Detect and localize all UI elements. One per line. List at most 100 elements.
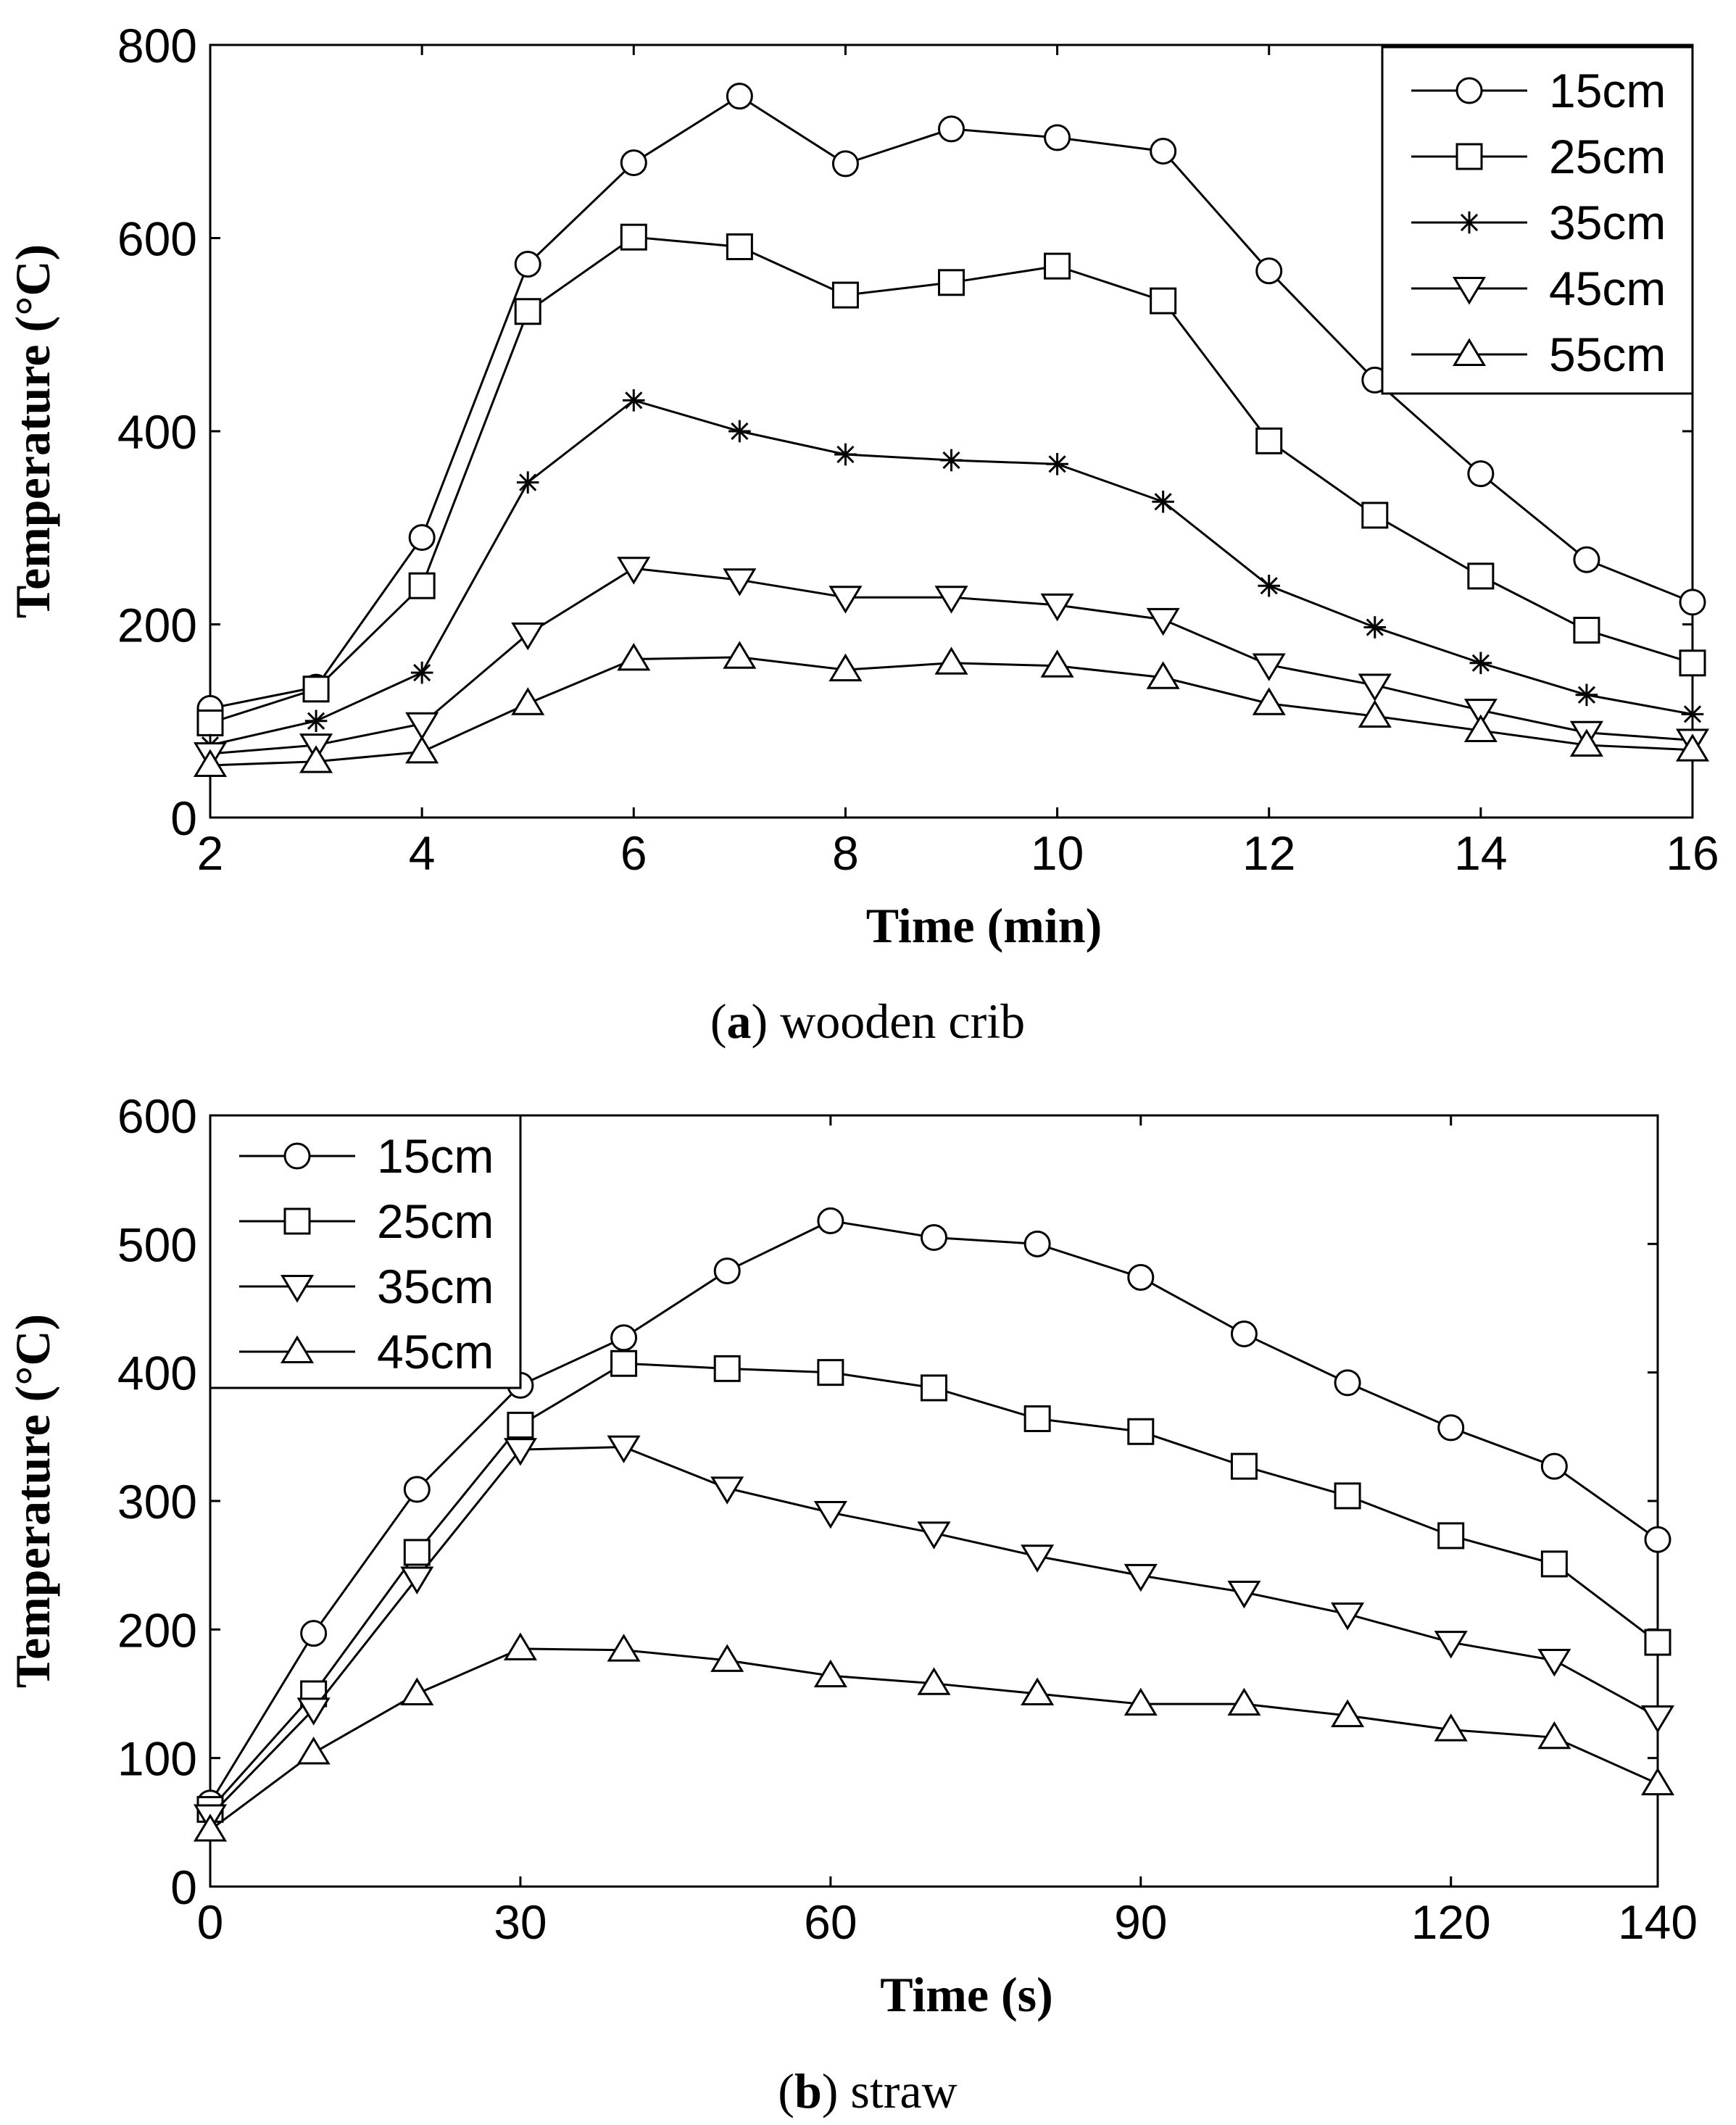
chart-a-y-tick-label: 400 <box>117 405 197 459</box>
chart-b-point-35cm <box>296 1697 331 1726</box>
caption-a-letter: a <box>726 994 751 1049</box>
chart-a-point-35cm-d2 <box>731 422 749 441</box>
chart-b-point-35cm <box>1331 1602 1365 1631</box>
chart-b-y-tick-label: 100 <box>117 1732 197 1786</box>
chart-a-series-25cm <box>196 223 1706 736</box>
chart-b-legend-label: 35cm <box>377 1260 494 1313</box>
chart-a-x-axis-label: Time (min) <box>866 898 1102 953</box>
chart-a-point-35cm-d2 <box>413 664 431 682</box>
chart-a-y-tick-label: 200 <box>117 599 197 652</box>
chart-b-point-15cm <box>713 1257 741 1285</box>
chart-a-legend-label: 25cm <box>1549 130 1666 183</box>
chart-b-point-35cm <box>1227 1580 1261 1609</box>
chart-b-legend-box <box>209 1114 522 1389</box>
chart-b-y-tick-label: 0 <box>170 1860 197 1914</box>
chart-a-point-35cm-d2 <box>1048 455 1066 473</box>
chart-b-point-35cm <box>607 1435 641 1463</box>
chart-a-legend-marker-45cm <box>1452 277 1487 305</box>
chart-a-point-35cm-d2 <box>1154 493 1172 511</box>
chart-a-point-45cm <box>405 712 439 741</box>
chart-a-point-35cm-d2 <box>625 391 643 409</box>
chart-a-point-45cm <box>934 586 968 614</box>
chart-b-point-45cm <box>1124 1687 1158 1716</box>
chart-a-point-35cm-d2 <box>942 451 960 470</box>
chart-a-legend-marker-25cm <box>1455 143 1483 170</box>
chart-b-point-45cm <box>296 1737 331 1765</box>
chart-a-point-35cm <box>1363 616 1387 639</box>
chart-b-point-45cm <box>1640 1767 1675 1796</box>
caption-b-text: straw <box>838 2063 957 2118</box>
chart-b-x-tick-label: 140 <box>1618 1895 1698 1949</box>
chart-a-point-15cm <box>1044 124 1071 151</box>
chart-a-point-35cm-d2 <box>1471 654 1490 672</box>
chart-b-series-15cm <box>196 1207 1671 1817</box>
chart-a-point-55cm <box>511 687 545 715</box>
chart-a-legend-label: 35cm <box>1549 196 1666 249</box>
chart-a-point-25cm <box>1573 616 1600 644</box>
chart-b-point-25cm <box>1023 1405 1051 1433</box>
chart-a-point-15cm <box>1679 589 1706 616</box>
chart-b-point-15cm <box>610 1324 638 1352</box>
chart-a-legend-label: 45cm <box>1549 262 1666 315</box>
chart-a-point-35cm <box>940 449 963 472</box>
chart-b-point-35cm <box>710 1476 744 1505</box>
chart-a-x-tick-label: 12 <box>1242 826 1295 880</box>
chart-a-point-45cm <box>511 622 545 651</box>
chart-b-point-35cm <box>917 1521 951 1550</box>
chart-a-point-15cm <box>1467 460 1495 488</box>
chart-b-point-45cm <box>710 1644 744 1672</box>
chart-b-legend-marker-35cm <box>280 1275 315 1303</box>
chart-a-point-45cm <box>1252 653 1286 681</box>
chart-a-point-25cm <box>514 298 541 325</box>
chart-a-point-35cm <box>1046 453 1068 475</box>
chart-a-legend-label: 15cm <box>1549 64 1666 117</box>
chart-a-point-15cm <box>620 149 647 177</box>
chart-a-point-25cm <box>408 572 436 599</box>
chart-b-point-25cm <box>1644 1629 1671 1656</box>
chart-b-legend-marker-45cm <box>280 1335 315 1363</box>
chart-b-point-45cm <box>1227 1687 1261 1716</box>
chart-b-point-45cm <box>1434 1713 1468 1742</box>
chart-b-point-25cm <box>1334 1482 1361 1510</box>
chart-a-point-25cm <box>831 281 859 309</box>
chart-b-x-tick-label: 30 <box>494 1895 547 1949</box>
chart-a-x-tick-label: 2 <box>197 826 224 880</box>
chart-a-y-tick-label: 800 <box>117 19 197 72</box>
chart-a-point-45cm <box>617 557 651 585</box>
chart-b-point-35cm <box>1537 1648 1571 1677</box>
chart-b-point-45cm <box>193 1813 228 1842</box>
chart-b-point-15cm <box>1334 1369 1361 1397</box>
chart-b-y-tick-label: 400 <box>117 1347 197 1400</box>
chart-b-point-45cm <box>503 1632 537 1660</box>
chart-a-point-15cm <box>1150 138 1177 165</box>
chart-a-point-35cm <box>728 420 751 443</box>
chart-a-series-15cm <box>196 83 1706 722</box>
chart-a-point-25cm <box>1044 252 1071 280</box>
caption-a-text: wooden crib <box>768 994 1025 1049</box>
chart-a-point-55cm <box>405 735 439 764</box>
chart-a-legend-marker-55cm <box>1452 338 1487 366</box>
chart-a-point-35cm <box>1469 652 1492 675</box>
chart-a-point-55cm <box>1463 714 1498 743</box>
chart-a-point-15cm <box>1573 546 1600 573</box>
chart-b-point-15cm <box>1437 1414 1465 1442</box>
chart-b-legend: 15cm 25cm 35cm 45cm <box>209 1114 522 1389</box>
chart-a-legend: 15cm 25cm 35cm 45cm 55cm <box>1381 46 1694 395</box>
chart-b-point-25cm <box>1540 1550 1568 1578</box>
chart-b-point-45cm <box>607 1634 641 1662</box>
chart-a-point-25cm <box>1255 427 1283 454</box>
chart-a-point-15cm <box>726 83 753 110</box>
chart-b-point-25cm <box>921 1374 947 1402</box>
chart-b-point-45cm <box>917 1667 951 1695</box>
chart-a-point-45cm <box>828 586 863 614</box>
chart-a-legend-box <box>1381 46 1694 395</box>
chart-a-point-35cm-d2 <box>1683 705 1702 723</box>
chart-a-point-15cm <box>1255 257 1283 285</box>
chart-a-point-15cm <box>831 150 859 178</box>
chart-b-x-tick-label: 60 <box>804 1895 857 1949</box>
chart-b-point-35cm <box>1021 1544 1055 1573</box>
chart-a-point-35cm <box>1258 574 1281 597</box>
chart-b-series-45cm <box>193 1632 1675 1842</box>
chart-b-point-45cm <box>1537 1721 1571 1750</box>
chart-a-point-35cm <box>834 443 857 466</box>
